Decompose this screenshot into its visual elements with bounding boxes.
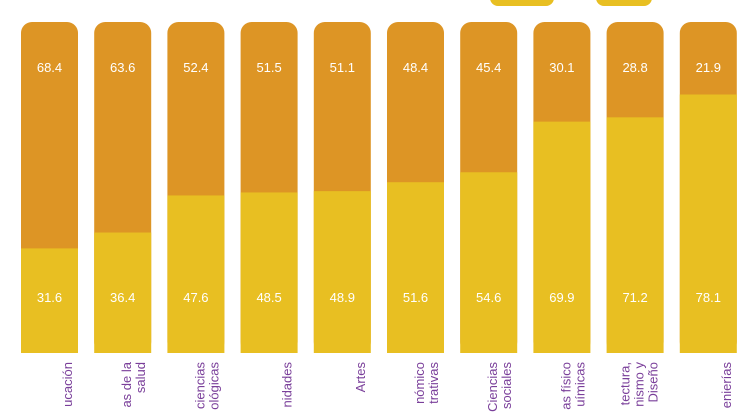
category-label-line: sociales (499, 362, 514, 409)
data-label-bottom: 51.6 (403, 290, 428, 305)
category-label: ucación (60, 362, 75, 407)
category-labels: ucación as de la salud ciencias ológicas nida… (60, 361, 734, 412)
category-label: Artes (353, 362, 368, 393)
data-label-bottom: 47.6 (183, 290, 208, 305)
bar-group: 52.4 47.6 (167, 22, 225, 353)
legend (490, 0, 652, 6)
legend-swatch (490, 0, 554, 6)
bar-group: 28.8 71.2 (606, 22, 664, 353)
category-label-line: as de la (119, 361, 134, 407)
bar-segment-bottom (94, 232, 152, 353)
bar-segment-bottom (606, 117, 664, 353)
data-label-bottom: 54.6 (476, 290, 501, 305)
data-label-bottom: 31.6 (37, 290, 62, 305)
bar-segment-bottom (313, 191, 371, 353)
data-label-top: 63.6 (110, 60, 135, 75)
bar-segment-bottom (460, 172, 518, 353)
data-label-top: 45.4 (476, 60, 501, 75)
data-label-top: 28.8 (622, 60, 647, 75)
data-label-top: 52.4 (183, 60, 208, 75)
data-label-bottom: 78.1 (696, 290, 721, 305)
data-label-top: 30.1 (549, 60, 574, 75)
legend-swatch (596, 0, 652, 6)
bar-group: 48.4 51.6 (387, 22, 444, 353)
data-label-bottom: 36.4 (110, 290, 135, 305)
data-label-bottom: 48.5 (256, 290, 281, 305)
category-label: tectura, nismo y Diseño (618, 362, 661, 407)
category-label-line: nómico (412, 362, 427, 404)
category-label-line: tectura, (618, 362, 633, 405)
category-label: enierías (719, 362, 734, 409)
category-label-line: as físico (558, 362, 573, 410)
category-label-line: nismo y (632, 362, 647, 407)
data-label-top: 51.1 (330, 60, 355, 75)
bar-group: 51.5 48.5 (240, 22, 298, 353)
category-label-line: enierías (719, 362, 734, 409)
category-label-line: nidades (280, 362, 295, 408)
data-label-bottom: 69.9 (549, 290, 574, 305)
bar-segment-bottom (21, 248, 78, 353)
bar-group: 45.4 54.6 (460, 22, 518, 353)
bar-group: 30.1 69.9 (533, 22, 591, 353)
category-label-line: Ciencias (485, 362, 500, 412)
category-label-line: ciencias (192, 362, 207, 409)
category-label: nidades (280, 362, 295, 408)
category-label: as físico uímicas (558, 362, 587, 410)
data-label-top: 68.4 (37, 60, 62, 75)
bar-group: 51.1 48.9 (313, 22, 371, 353)
category-label-line: ucación (60, 362, 75, 407)
bar-segment-bottom (679, 94, 737, 353)
bar-group: 68.4 31.6 (21, 22, 78, 353)
category-label: ciencias ológicas (192, 362, 221, 410)
bar-segment-bottom (387, 182, 444, 353)
data-label-top: 51.5 (256, 60, 281, 75)
category-label: nómico trativas (412, 362, 441, 404)
category-label-line: salud (133, 362, 148, 393)
data-label-top: 21.9 (696, 60, 721, 75)
category-label-line: Diseño (646, 362, 661, 402)
bars: 68.4 31.6 63.6 36.4 52.4 47.6 51.5 48.5 51.1 48.9… (21, 22, 737, 353)
bar-group: 63.6 36.4 (94, 22, 152, 353)
category-label-line: trativas (426, 362, 441, 404)
bar-segment-bottom (533, 121, 591, 353)
category-label-line: Artes (353, 362, 368, 393)
category-label: Ciencias sociales (485, 362, 514, 412)
data-label-bottom: 48.9 (330, 290, 355, 305)
bar-segment-bottom (240, 192, 298, 353)
category-label: as de la salud (119, 361, 148, 407)
category-label-line: uímicas (572, 362, 587, 407)
bar-group: 21.9 78.1 (679, 22, 737, 353)
data-label-top: 48.4 (403, 60, 428, 75)
category-label-line: ológicas (206, 362, 221, 410)
data-label-bottom: 71.2 (622, 290, 647, 305)
bar-segment-bottom (167, 195, 225, 353)
